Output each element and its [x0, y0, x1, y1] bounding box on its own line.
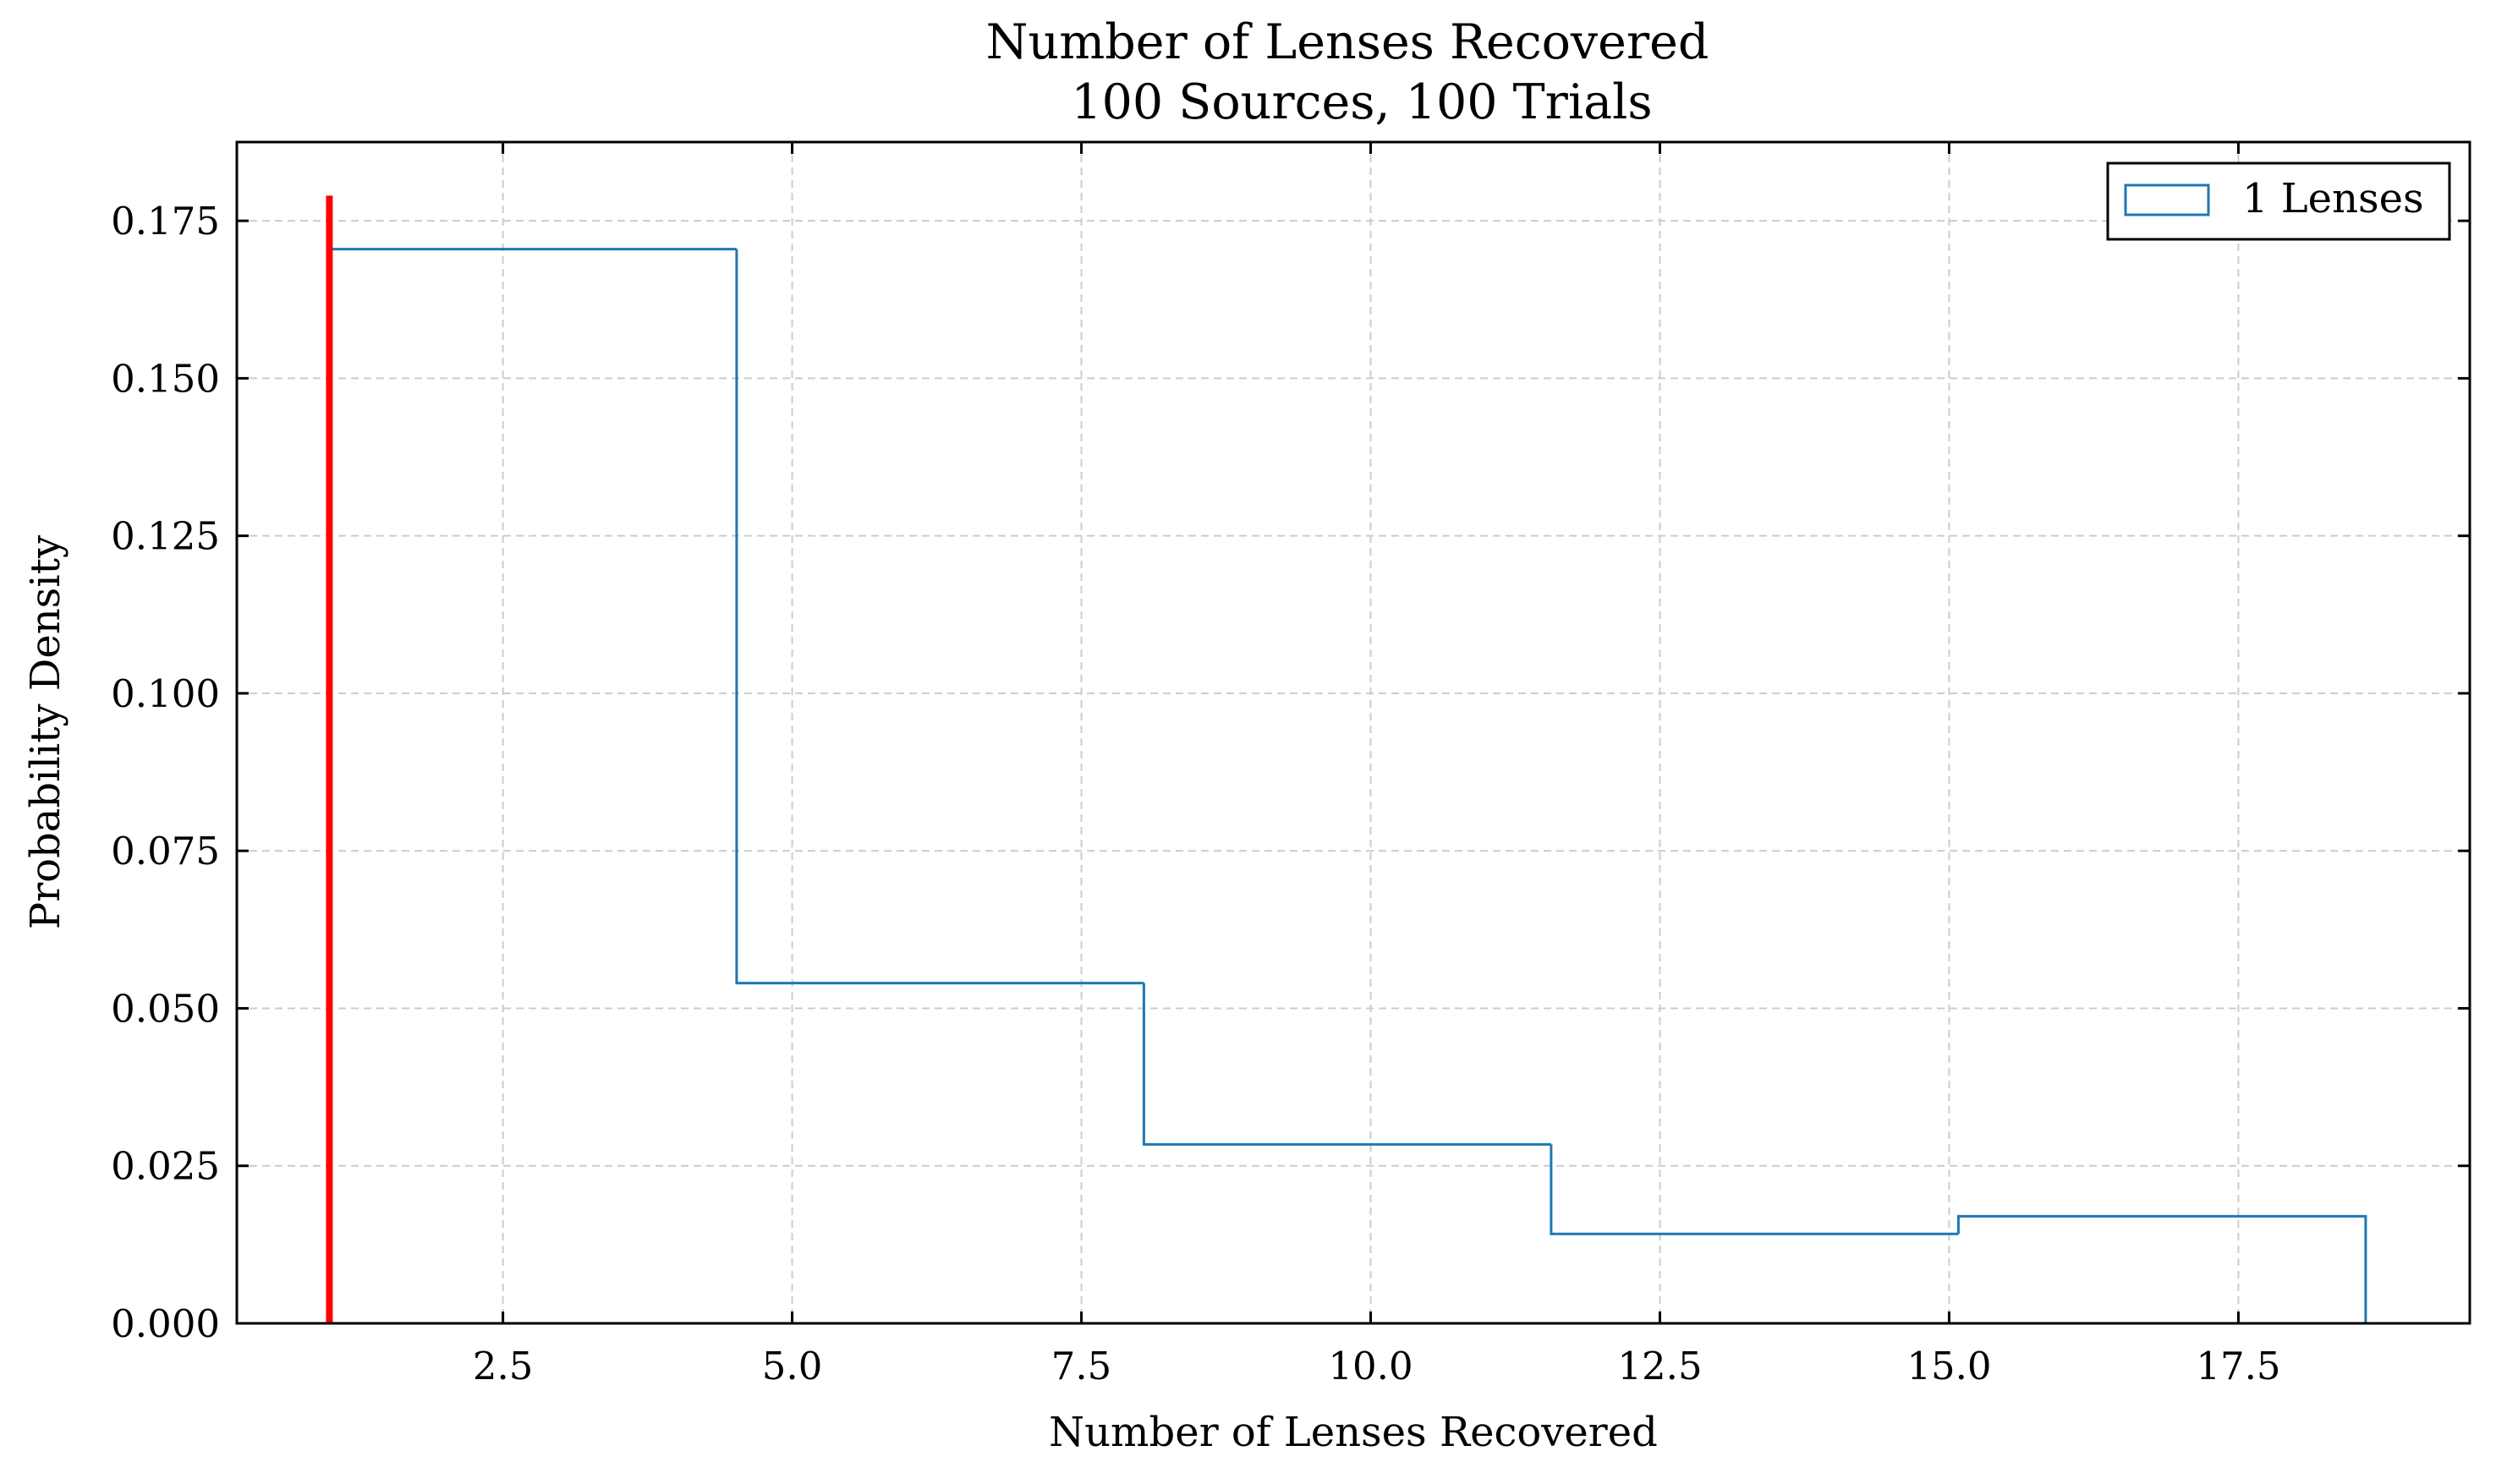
y-tick-label: 0.025 [111, 1144, 220, 1189]
y-tick-label: 0.150 [111, 356, 220, 401]
y-tick-label: 0.050 [111, 986, 220, 1031]
y-axis-label: Probability Density [22, 535, 69, 929]
chart-subtitle: 100 Sources, 100 Trials [1071, 74, 1652, 130]
x-tick-label: 7.5 [1051, 1344, 1112, 1388]
x-tick-labels: 2.5 5.0 7.5 10.0 12.5 15.0 17.5 [473, 1344, 2281, 1388]
x-tick-label: 17.5 [2196, 1344, 2280, 1388]
histogram-bin [1550, 1144, 1959, 1235]
y-tick-label: 0.100 [111, 671, 220, 716]
grid [237, 142, 2470, 1324]
x-axis-label: Number of Lenses Recovered [1049, 1409, 1658, 1456]
x-tick-label: 2.5 [473, 1344, 534, 1388]
plot-frame [235, 140, 2471, 1325]
legend-box [2106, 162, 2451, 241]
x-tick-label: 12.5 [1617, 1344, 1702, 1388]
y-tick-label: 0.075 [111, 829, 220, 873]
y-tick-label: 0.000 [111, 1301, 220, 1346]
x-tick-label: 5.0 [762, 1344, 823, 1388]
histogram-bin [1956, 1214, 2367, 1323]
histogram-bin [735, 249, 1144, 985]
histogram-bin [1142, 983, 1551, 1146]
legend-swatch [2124, 183, 2210, 216]
y-tick-label: 0.175 [111, 199, 220, 244]
x-tick-label: 10.0 [1328, 1344, 1413, 1388]
axis-ticks [237, 142, 2470, 1325]
x-tick-label: 15.0 [1906, 1344, 1991, 1388]
y-tick-labels: 0.000 0.025 0.050 0.075 0.100 0.125 0.150 0.175 [111, 199, 220, 1346]
legend-label: 1 Lenses [2242, 175, 2424, 222]
chart-title: Number of Lenses Recovered [986, 14, 1709, 70]
legend: 1 Lenses [2106, 162, 2451, 241]
y-tick-label: 0.125 [111, 514, 220, 559]
